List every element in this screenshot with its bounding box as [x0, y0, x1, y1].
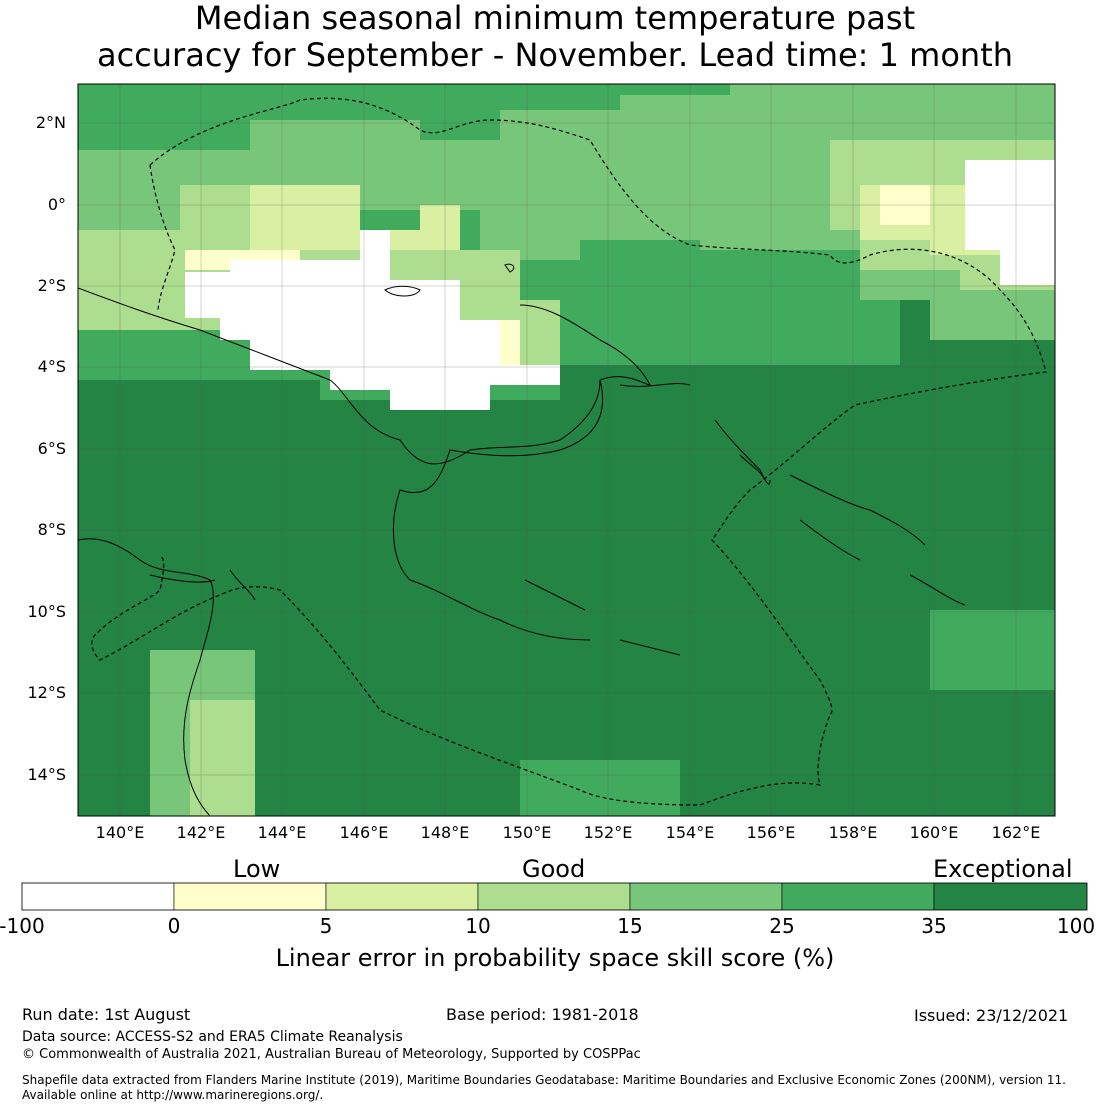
lon-label-140e: 140°E [95, 823, 145, 842]
lon-label-156e: 156°E [746, 823, 796, 842]
lon-label-150e: 150°E [502, 823, 552, 842]
colorbar-tick-5: 5 [319, 914, 333, 938]
colorbar-tick-15: 15 [617, 914, 643, 938]
lon-label-158e: 158°E [828, 823, 878, 842]
colorbar-tick-10: 10 [465, 914, 491, 938]
lon-label-144e: 144°E [257, 823, 307, 842]
eez-png-boundary [91, 97, 1047, 806]
category-low-label: Low [233, 855, 281, 883]
eez-boundaries [91, 97, 1047, 806]
coastline-new-guinea [78, 287, 651, 641]
lon-label-160e: 160°E [909, 823, 959, 842]
colorbar-segment-35-100 [933, 882, 1088, 911]
skill-low-southwest [190, 700, 255, 816]
lon-label-142e: 142°E [176, 823, 226, 842]
lon-label-154e: 154°E [665, 823, 715, 842]
base-period-text: Base period: 1981-2018 [446, 1005, 639, 1024]
data-source-text: Data source: ACCESS-S2 and ERA5 Climate … [22, 1029, 403, 1045]
graticule [78, 84, 1055, 816]
lat-label-6s: 6°S [37, 439, 66, 458]
skill-vlow-north [250, 185, 460, 250]
map-frame [77, 83, 1056, 817]
run-date-text: Run date: 1st August [22, 1005, 191, 1024]
colorbar-tick-0: 0 [167, 914, 181, 938]
colorbar [21, 882, 1088, 911]
lat-label-10s: 10°S [27, 602, 66, 621]
colorbar-tick-neg100: -100 [0, 914, 45, 938]
copyright-text: © Commonwealth of Australia 2021, Austra… [22, 1047, 641, 1062]
skill-medium-north [78, 84, 1055, 340]
category-good-label: Good [522, 855, 586, 883]
coastline-islands-north [384, 263, 515, 297]
skill-negative-east [965, 160, 1055, 285]
coastline-york-peninsula [78, 538, 214, 816]
colorbar-title: Linear error in probability space skill … [275, 944, 835, 972]
colorbar-tick-35: 35 [921, 914, 947, 938]
coastline-solomons-1 [789, 474, 926, 546]
map-title-line-2: accuracy for September - November. Lead … [96, 36, 1014, 74]
skill-medium-s [520, 760, 680, 816]
lon-label-162e: 162°E [991, 823, 1041, 842]
coastlines [78, 263, 966, 816]
colorbar-tick-100: 100 [1056, 914, 1096, 938]
category-exceptional-label: Exceptional [933, 855, 1073, 883]
coastline-solomons-2 [799, 519, 966, 606]
colorbar-tick-25: 25 [769, 914, 795, 938]
colorbar-segment-10-15 [477, 882, 631, 911]
lon-label-152e: 152°E [583, 823, 633, 842]
skill-medium-se [930, 610, 1055, 690]
lat-label-2n: 2°N [35, 113, 66, 132]
coastline-bougainville [739, 454, 766, 481]
skill-negative-central [185, 230, 560, 410]
lat-label-12s: 12°S [27, 683, 66, 702]
lat-label-0: 0° [47, 195, 66, 214]
colorbar-segment-5-10 [325, 882, 479, 911]
lat-label-4s: 4°S [37, 357, 66, 376]
issued-text: Issued: 23/12/2021 [914, 1006, 1069, 1025]
lat-label-14s: 14°S [27, 765, 66, 784]
lon-label-148e: 148°E [420, 823, 470, 842]
colorbar-segment-0-5 [173, 882, 327, 911]
lat-label-8s: 8°S [37, 520, 66, 539]
map-title-line-1: Median seasonal minimum temperature past [194, 0, 916, 37]
shapefile-credit-line-1: Shapefile data extracted from Flanders M… [22, 1073, 1066, 1087]
shapefile-credit-line-2: Available online at http://www.marinereg… [22, 1088, 324, 1102]
colorbar-segment-15-25 [629, 882, 783, 911]
colorbar-segment-neg100-0 [21, 882, 175, 911]
colorbar-frame [21, 882, 1088, 911]
colorbar-segment-25-35 [781, 882, 935, 911]
lon-label-146e: 146°E [339, 823, 389, 842]
lat-label-2s: 2°S [37, 276, 66, 295]
coastline-louisiade [524, 579, 681, 656]
coastline-new-britain [619, 383, 771, 485]
